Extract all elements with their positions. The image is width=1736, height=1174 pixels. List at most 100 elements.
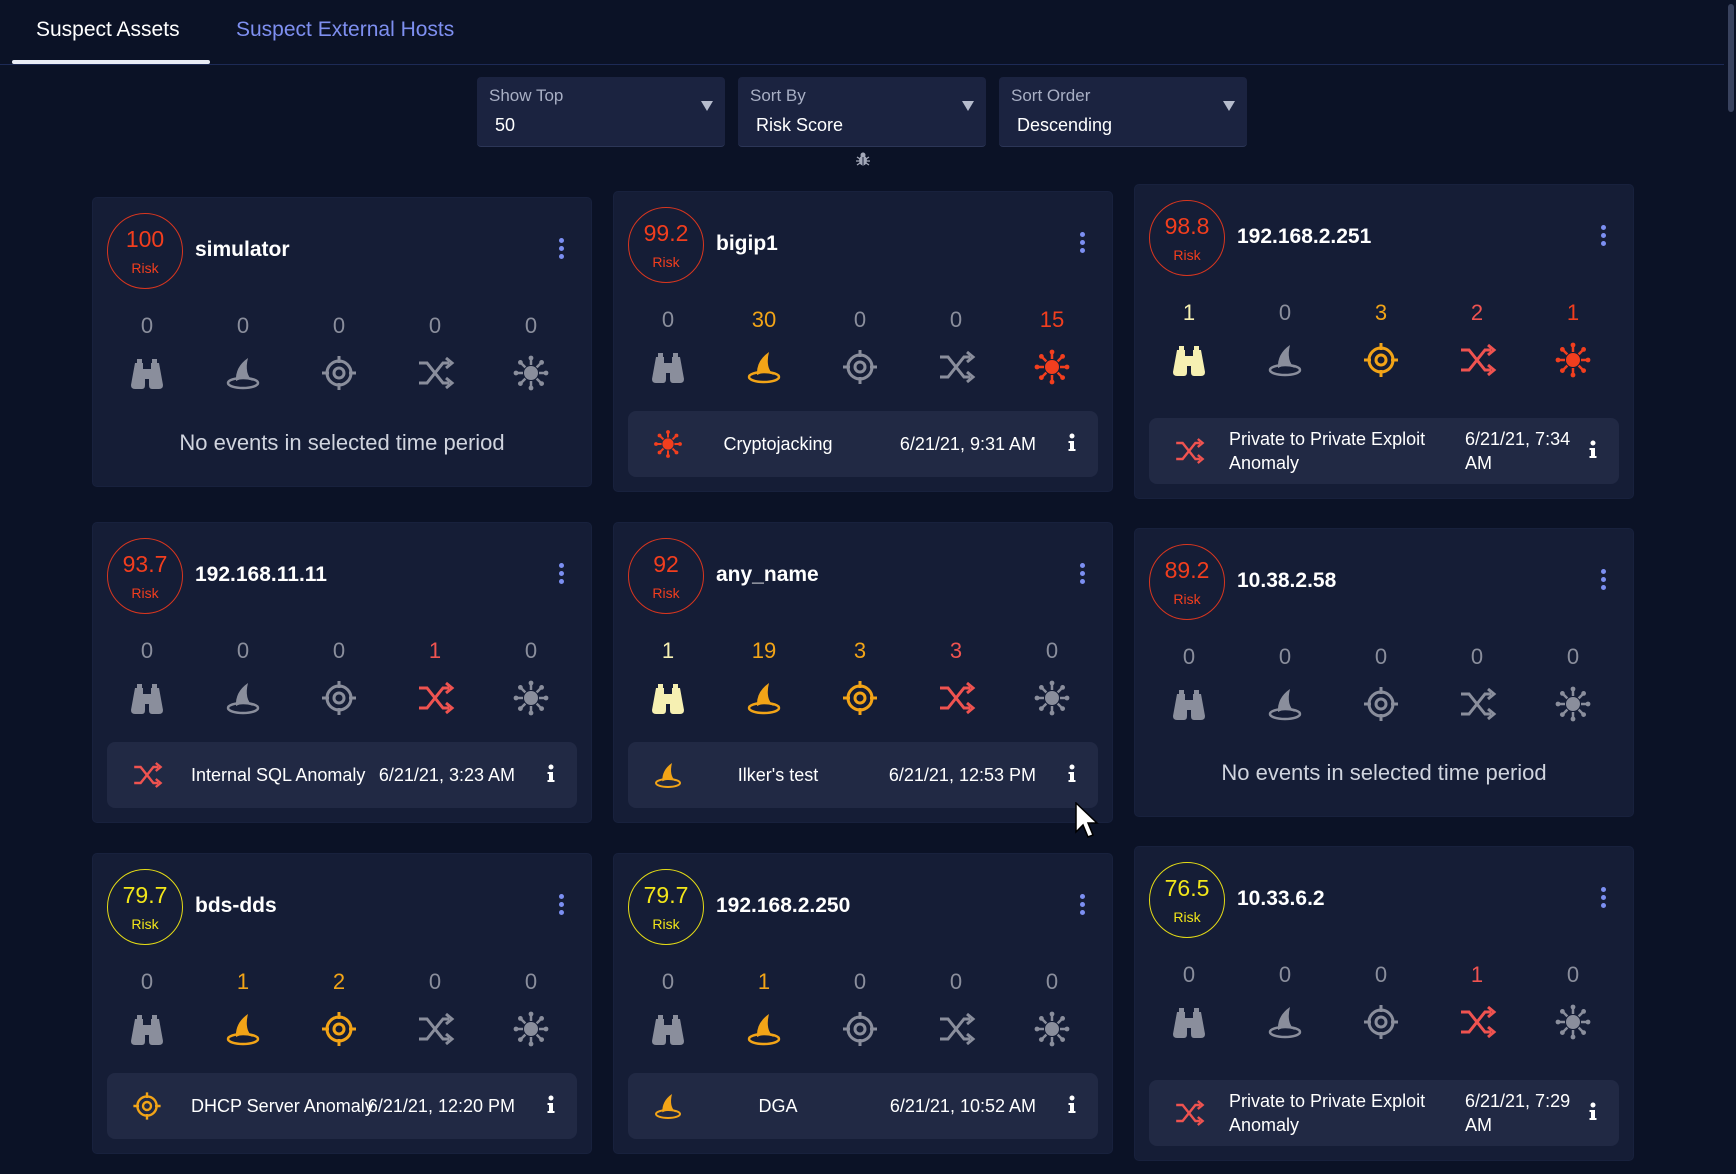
asset-card[interactable]: 79.7 Risk bds-dds 0 1 2 0 0 DHCP Server Anomaly 6… (93, 854, 591, 1153)
metric-shuffle-arrows[interactable]: 3 (916, 638, 996, 718)
metric-binoculars[interactable]: 0 (107, 313, 187, 393)
metric-phishing-hook[interactable]: 0 (1245, 644, 1325, 724)
latest-event[interactable]: DHCP Server Anomaly 6/21/21, 12:20 PM (107, 1073, 577, 1139)
more-options-icon[interactable] (555, 894, 567, 918)
metric-shuffle-arrows[interactable]: 1 (395, 638, 475, 718)
metric-target[interactable]: 0 (820, 307, 900, 387)
more-options-icon[interactable] (1597, 887, 1609, 911)
metric-binoculars[interactable]: 1 (628, 638, 708, 718)
asset-card[interactable]: 93.7 Risk 192.168.11.11 0 0 0 1 0 Internal SQL A… (93, 523, 591, 822)
more-options-icon[interactable] (1076, 232, 1088, 256)
metric-target[interactable]: 3 (1341, 300, 1421, 380)
metric-target[interactable]: 2 (299, 969, 379, 1049)
asset-name[interactable]: bigip1 (716, 232, 778, 255)
metric-binoculars[interactable]: 0 (628, 969, 708, 1049)
metric-virus-burst[interactable]: 1 (1533, 300, 1613, 380)
metric-shuffle-arrows[interactable]: 1 (1437, 962, 1517, 1042)
metric-binoculars[interactable]: 1 (1149, 300, 1229, 380)
asset-name[interactable]: any_name (716, 563, 819, 586)
info-icon[interactable] (547, 1095, 555, 1115)
metric-binoculars[interactable]: 0 (107, 638, 187, 718)
virus-burst-icon (1555, 686, 1591, 722)
metric-phishing-hook[interactable]: 1 (724, 969, 804, 1049)
asset-card[interactable]: 76.5 Risk 10.33.6.2 0 0 0 1 0 Private to Private… (1135, 847, 1633, 1160)
asset-card[interactable]: 99.2 Risk bigip1 0 30 0 0 15 Cryptojacking 6/21/2… (614, 192, 1112, 491)
latest-event[interactable]: DGA 6/21/21, 10:52 AM (628, 1073, 1098, 1139)
metric-virus-burst[interactable]: 0 (1533, 962, 1613, 1042)
info-icon[interactable] (1068, 1095, 1076, 1115)
more-options-icon[interactable] (1597, 569, 1609, 593)
metric-target[interactable]: 0 (299, 313, 379, 393)
metric-phishing-hook[interactable]: 0 (1245, 300, 1325, 380)
metric-binoculars[interactable]: 0 (628, 307, 708, 387)
metric-virus-burst[interactable]: 0 (1012, 638, 1092, 718)
metric-target[interactable]: 0 (299, 638, 379, 718)
more-options-icon[interactable] (555, 563, 567, 587)
metric-virus-burst[interactable]: 0 (491, 969, 571, 1049)
tab-suspect-external-hosts[interactable]: Suspect External Hosts (236, 18, 455, 41)
metric-phishing-hook[interactable]: 0 (203, 313, 283, 393)
show-top-select[interactable]: Show Top 50 (477, 77, 725, 147)
sort-by-dropdown-arrow-icon[interactable] (962, 101, 974, 111)
sort-order-select[interactable]: Sort Order Descending (999, 77, 1247, 147)
sort-by-select[interactable]: Sort By Risk Score (738, 77, 986, 147)
metric-virus-burst[interactable]: 15 (1012, 307, 1092, 387)
asset-name[interactable]: 10.33.6.2 (1237, 887, 1325, 910)
info-icon[interactable] (1068, 433, 1076, 453)
metric-virus-burst[interactable]: 0 (491, 313, 571, 393)
info-icon[interactable] (547, 764, 555, 784)
metric-virus-burst[interactable]: 0 (1012, 969, 1092, 1049)
metric-binoculars[interactable]: 0 (107, 969, 187, 1049)
asset-name[interactable]: 192.168.2.251 (1237, 225, 1372, 248)
latest-event[interactable]: Private to Private Exploit Anomaly 6/21/2… (1149, 418, 1619, 484)
metric-phishing-hook[interactable]: 30 (724, 307, 804, 387)
asset-card[interactable]: 89.2 Risk 10.38.2.58 0 0 0 0 0 No events in sele… (1135, 529, 1633, 816)
bug-icon[interactable] (855, 151, 871, 167)
asset-card[interactable]: 100 Risk simulator 0 0 0 0 0 No events in select… (93, 198, 591, 486)
info-icon[interactable] (1589, 440, 1597, 460)
page-scrollbar[interactable] (1724, 0, 1736, 1174)
scroll-thumb[interactable] (1728, 4, 1734, 112)
info-icon[interactable] (1589, 1102, 1597, 1122)
asset-card[interactable]: 92 Risk any_name 1 19 3 3 0 Ilker's test 6/21/21,… (614, 523, 1112, 822)
asset-name[interactable]: bds-dds (195, 894, 277, 917)
latest-event[interactable]: Cryptojacking 6/21/21, 9:31 AM (628, 411, 1098, 477)
metric-shuffle-arrows[interactable]: 0 (395, 313, 475, 393)
metric-shuffle-arrows[interactable]: 0 (1437, 644, 1517, 724)
asset-card[interactable]: 98.8 Risk 192.168.2.251 1 0 3 2 1 Private to Pri… (1135, 185, 1633, 498)
metric-shuffle-arrows[interactable]: 0 (395, 969, 475, 1049)
asset-name[interactable]: simulator (195, 238, 290, 261)
metric-shuffle-arrows[interactable]: 0 (916, 969, 996, 1049)
metric-shuffle-arrows[interactable]: 2 (1437, 300, 1517, 380)
metric-target[interactable]: 0 (1341, 962, 1421, 1042)
metric-virus-burst[interactable]: 0 (491, 638, 571, 718)
info-icon[interactable] (1068, 764, 1076, 784)
asset-name[interactable]: 192.168.11.11 (195, 563, 327, 586)
metric-target[interactable]: 3 (820, 638, 900, 718)
metric-binoculars[interactable]: 0 (1149, 962, 1229, 1042)
metric-target[interactable]: 0 (1341, 644, 1421, 724)
more-options-icon[interactable] (555, 238, 567, 262)
sort-order-dropdown-arrow-icon[interactable] (1223, 101, 1235, 111)
asset-name[interactable]: 192.168.2.250 (716, 894, 851, 917)
metric-phishing-hook[interactable]: 0 (1245, 962, 1325, 1042)
show-top-dropdown-arrow-icon[interactable] (701, 101, 713, 111)
more-options-icon[interactable] (1076, 563, 1088, 587)
more-options-icon[interactable] (1597, 225, 1609, 249)
metric-binoculars[interactable]: 0 (1149, 644, 1229, 724)
asset-card[interactable]: 79.7 Risk 192.168.2.250 0 1 0 0 0 DGA 6/21/21, 10… (614, 854, 1112, 1153)
latest-event[interactable]: Ilker's test 6/21/21, 12:53 PM (628, 742, 1098, 808)
metric-phishing-hook[interactable]: 19 (724, 638, 804, 718)
latest-event[interactable]: Internal SQL Anomaly 6/21/21, 3:23 AM (107, 742, 577, 808)
virus-burst-icon (654, 430, 682, 458)
metric-phishing-hook[interactable]: 0 (203, 638, 283, 718)
more-options-icon[interactable] (1076, 894, 1088, 918)
asset-name[interactable]: 10.38.2.58 (1237, 569, 1337, 592)
metric-virus-burst[interactable]: 0 (1533, 644, 1613, 724)
target-icon (1364, 343, 1398, 377)
metric-target[interactable]: 0 (820, 969, 900, 1049)
metric-shuffle-arrows[interactable]: 0 (916, 307, 996, 387)
tab-suspect-assets[interactable]: Suspect Assets (36, 18, 180, 41)
metric-phishing-hook[interactable]: 1 (203, 969, 283, 1049)
latest-event[interactable]: Private to Private Exploit Anomaly 6/21/2… (1149, 1080, 1619, 1146)
